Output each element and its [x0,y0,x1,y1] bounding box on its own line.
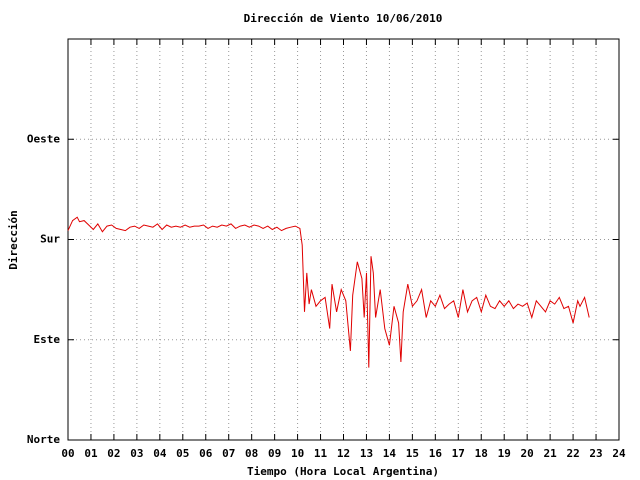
x-tick-label: 00 [61,447,74,460]
x-tick-label: 08 [245,447,258,460]
x-tick-label: 19 [498,447,511,460]
x-tick-label: 13 [360,447,373,460]
x-tick-label: 21 [544,447,558,460]
y-tick-label: Sur [40,233,60,246]
x-tick-label: 16 [429,447,443,460]
x-tick-label: 07 [222,447,235,460]
x-tick-label: 01 [84,447,98,460]
x-tick-label: 10 [291,447,304,460]
x-tick-label: 06 [199,447,213,460]
data-line [67,216,590,368]
x-tick-label: 24 [612,447,626,460]
x-tick-label: 20 [521,447,534,460]
y-axis-label: Dirección [7,210,20,270]
x-tick-label: 18 [475,447,488,460]
chart-title: Dirección de Viento 10/06/2010 [244,12,443,25]
x-axis-label: Tiempo (Hora Local Argentina) [247,465,439,478]
y-tick-label: Oeste [27,132,60,145]
x-tick-label: 22 [566,447,579,460]
x-tick-label: 23 [589,447,602,460]
x-tick-label: 12 [337,447,350,460]
x-tick-label: 14 [383,447,397,460]
x-tick-label: 02 [107,447,120,460]
y-tick-label: Este [34,333,61,346]
plot-border [67,38,620,441]
x-tick-label: 11 [314,447,328,460]
x-tick-label: 05 [176,447,189,460]
x-tick-label: 17 [452,447,465,460]
x-tick-label: 09 [268,447,281,460]
x-tick-label: 03 [130,447,143,460]
y-tick-label: Norte [27,433,60,446]
x-tick-label: 04 [153,447,167,460]
x-tick-label: 15 [406,447,419,460]
